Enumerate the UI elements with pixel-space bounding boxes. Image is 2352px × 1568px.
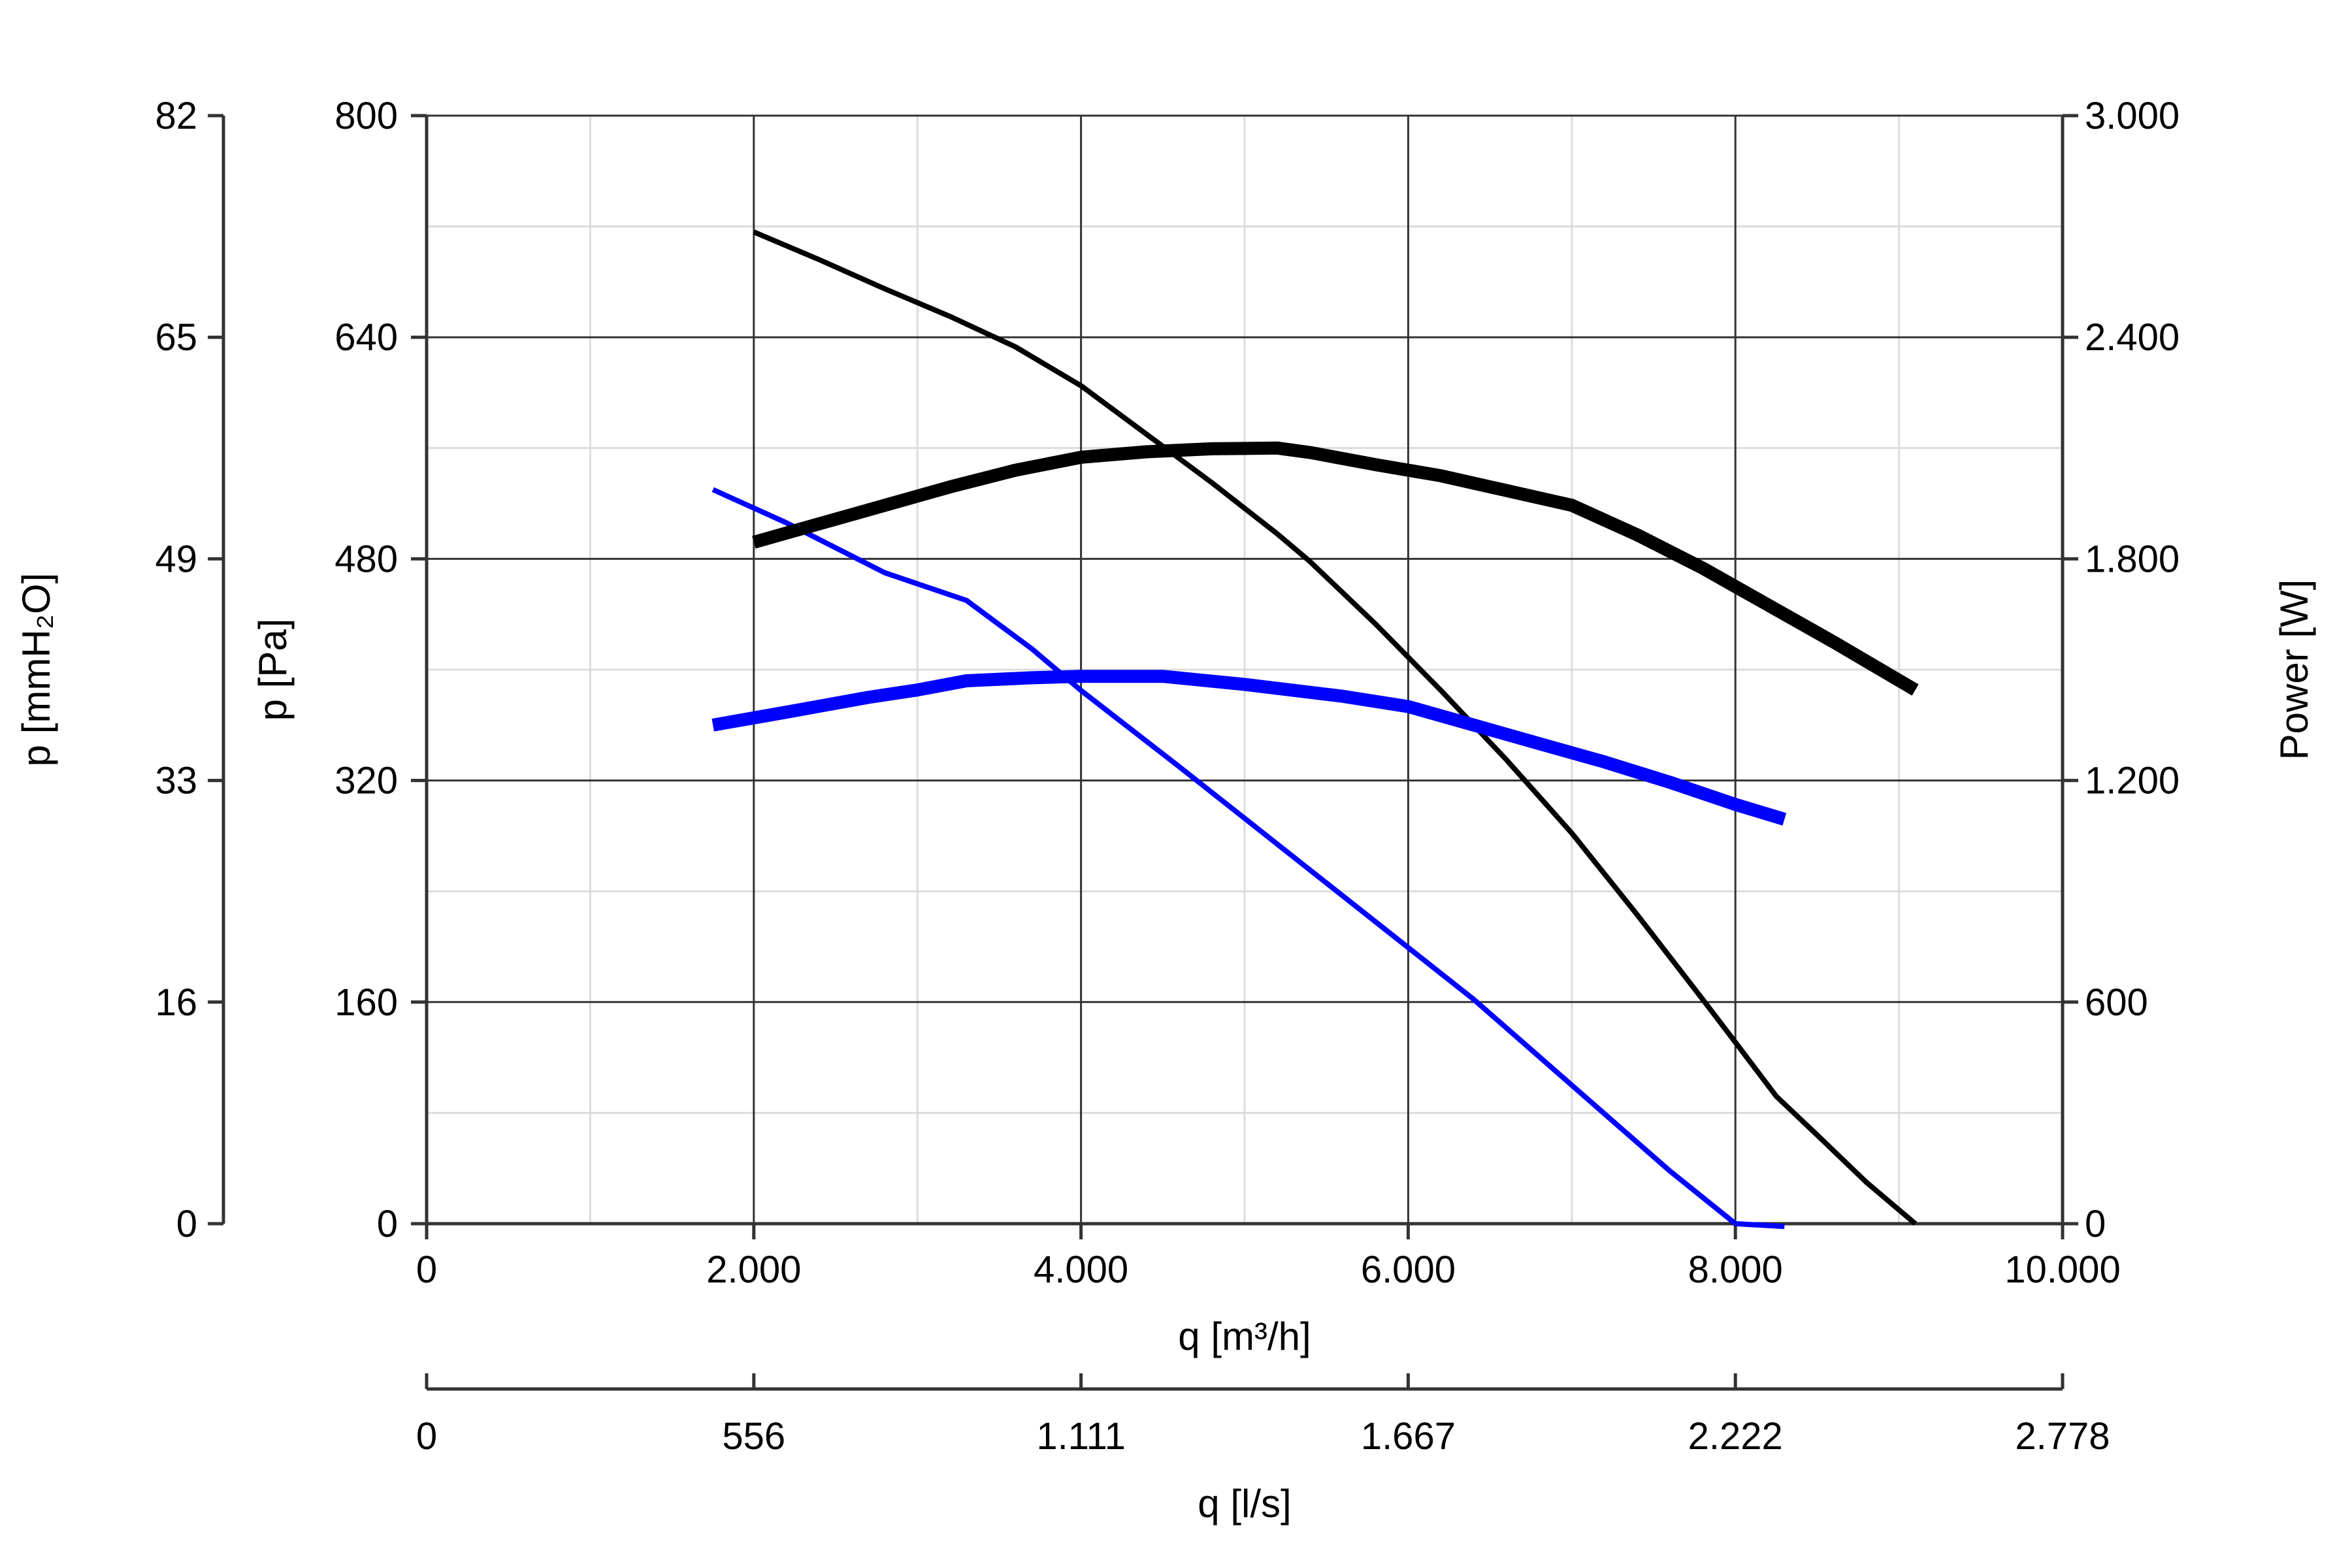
- x-axis-ls-title: q [l/s]: [1198, 1482, 1291, 1526]
- y-axis-pa-tick-label: 160: [335, 981, 398, 1024]
- x-axis-ls-tick-label: 1.667: [1361, 1415, 1456, 1458]
- y-axis-power-title: Power [W]: [2272, 580, 2316, 760]
- power-curve-blue: [711, 670, 1787, 826]
- y-axis-power-tick-label: 600: [2085, 981, 2148, 1024]
- x-axis-ls-tick-label: 556: [722, 1415, 785, 1458]
- y-axis-mmh2o-tick-label: 82: [155, 95, 197, 137]
- power-curve-black: [752, 441, 1919, 696]
- y-axis-power-tick-label: 2.400: [2085, 316, 2180, 359]
- pressure-curve-blue: [711, 487, 1785, 1230]
- x-axis-m3h-tick-label: 8.000: [1688, 1249, 1783, 1291]
- x-axis-m3h-tick-label: 4.000: [1034, 1249, 1128, 1291]
- y-axis-power-tick-label: 0: [2085, 1203, 2106, 1245]
- x-axis-m3h-title: q [m³/h]: [1178, 1315, 1311, 1358]
- x-axis-ls-tick-label: 2.222: [1688, 1415, 1783, 1458]
- y-axis-pa-tick-label: 480: [335, 538, 398, 580]
- y-axis-mmh2o-title: p [mmH₂O]: [14, 573, 58, 767]
- x-axis-m3h-tick-label: 2.000: [706, 1249, 801, 1291]
- x-axis-ls-tick-label: 0: [416, 1415, 437, 1458]
- pressure-curve-black: [753, 229, 1918, 1226]
- y-axis-power-tick-label: 3.000: [2085, 95, 2180, 137]
- y-axis-pa-tick-label: 640: [335, 316, 398, 359]
- x-axis-m3h-tick-label: 0: [416, 1249, 437, 1291]
- x-axis-m3h-tick-label: 6.000: [1361, 1249, 1456, 1291]
- y-axis-pa-tick-label: 0: [377, 1203, 398, 1245]
- x-axis-ls-tick-label: 1.111: [1036, 1415, 1126, 1458]
- y-axis-pa-title: p [Pa]: [251, 619, 295, 721]
- y-axis-pa-tick-label: 800: [335, 95, 398, 137]
- y-axis-power-tick-label: 1.200: [2085, 760, 2180, 802]
- y-axis-mmh2o-tick-label: 49: [155, 538, 197, 580]
- y-axis-mmh2o-tick-label: 16: [155, 981, 197, 1024]
- y-axis-power-tick-label: 1.800: [2085, 538, 2180, 580]
- x-axis-ls-tick-label: 2.778: [2015, 1415, 2110, 1458]
- y-axis-pa-tick-label: 320: [335, 760, 398, 802]
- y-axis-mmh2o-tick-label: 65: [155, 316, 197, 359]
- y-axis-mmh2o-tick-label: 0: [176, 1203, 197, 1245]
- y-axis-mmh2o-tick-label: 33: [155, 760, 197, 802]
- x-axis-m3h-tick-label: 10.000: [2004, 1249, 2120, 1291]
